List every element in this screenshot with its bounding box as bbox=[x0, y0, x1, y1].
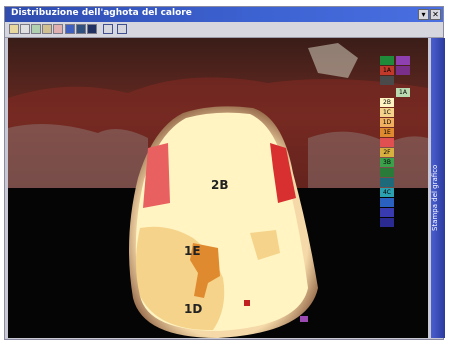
thermal-image-canvas[interactable]: 2B 1E 1D 1A 1A 2B 1C 1D 1E 2F 3B 4C bbox=[8, 38, 428, 338]
legend-item: 3B bbox=[380, 158, 394, 167]
zone-1c-area bbox=[250, 230, 280, 260]
purple-spot bbox=[300, 316, 308, 322]
legend-item: 1E bbox=[380, 128, 394, 137]
rock-texture-left bbox=[8, 124, 148, 188]
legend-item bbox=[380, 168, 394, 177]
legend-item bbox=[380, 138, 394, 147]
zone-1e-area bbox=[190, 243, 220, 298]
zoom-icon[interactable] bbox=[65, 24, 75, 34]
open-icon[interactable] bbox=[9, 24, 19, 34]
window-title: Distribuzione dell'aghota del calore bbox=[11, 8, 192, 18]
legend-item bbox=[396, 66, 410, 75]
legend-item bbox=[380, 218, 394, 227]
legend-item bbox=[380, 198, 394, 207]
thermal-map bbox=[8, 38, 428, 338]
copy-icon[interactable] bbox=[42, 24, 52, 34]
toolbar bbox=[5, 22, 443, 38]
save-icon[interactable] bbox=[20, 24, 30, 34]
menu-button[interactable]: ▾ bbox=[418, 9, 429, 20]
zone-pink-edge bbox=[143, 143, 170, 208]
legend-item bbox=[380, 178, 394, 187]
legend-item: 1A bbox=[380, 66, 394, 75]
close-button[interactable]: ✕ bbox=[430, 9, 441, 20]
side-panel[interactable]: Stampa del grafico bbox=[431, 38, 445, 338]
app-window: Distribuzione dell'aghota del calore ▾ ✕ bbox=[4, 6, 445, 340]
zone-label-1e: 1E bbox=[184, 244, 201, 258]
print-icon[interactable] bbox=[31, 24, 41, 34]
side-panel-label: Stampa del grafico bbox=[431, 164, 439, 232]
legend-item: 1D bbox=[380, 118, 394, 127]
rock-texture-right bbox=[308, 131, 428, 188]
legend-item: 2B bbox=[380, 98, 394, 107]
legend-item bbox=[380, 76, 394, 85]
zone-label-1d: 1D bbox=[184, 302, 203, 316]
pan-icon[interactable] bbox=[76, 24, 86, 34]
measure-icon[interactable] bbox=[117, 24, 127, 34]
title-bar[interactable]: Distribuzione dell'aghota del calore ▾ ✕ bbox=[5, 7, 443, 22]
paste-icon[interactable] bbox=[53, 24, 63, 34]
select-icon[interactable] bbox=[87, 24, 97, 34]
zone-label-2b: 2B bbox=[211, 178, 229, 192]
legend-item bbox=[396, 56, 410, 65]
legend-item: 1C bbox=[380, 108, 394, 117]
zone-red-edge bbox=[270, 143, 296, 203]
legend-item bbox=[380, 208, 394, 217]
hot-spot bbox=[244, 300, 250, 306]
legend-item: 1A bbox=[396, 88, 410, 97]
arrow-icon[interactable] bbox=[103, 24, 113, 34]
legend-item bbox=[380, 56, 394, 65]
legend-item: 4C bbox=[380, 188, 394, 197]
rock-highlight bbox=[308, 43, 358, 78]
legend-item: 2F bbox=[380, 148, 394, 157]
